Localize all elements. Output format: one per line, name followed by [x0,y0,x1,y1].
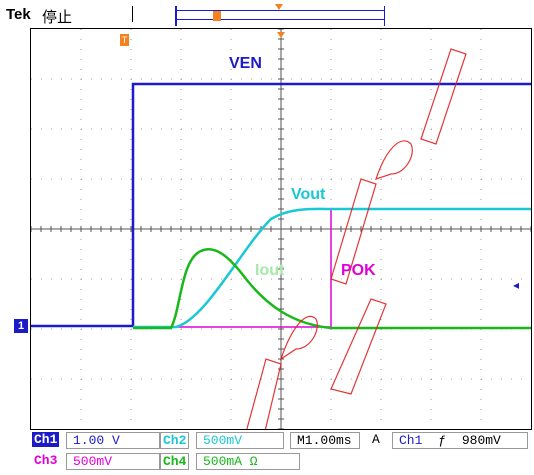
vout-label: Vout [291,186,326,203]
ch1-ground-marker[interactable]: 1 [14,319,28,333]
rising-edge-icon: ƒ [438,433,447,448]
timebase-readout[interactable]: M1.00ms [290,432,360,449]
trigger-point-icon [277,32,285,38]
readout-bar: Ch1 1.00 V Ch2 500mV M1.00ms A Ch1 ƒ 980… [0,430,534,475]
trigger-readout[interactable]: Ch1 ƒ 980mV [392,432,528,449]
ch2-tag[interactable]: Ch2 [160,432,190,449]
acquisition-mode: A [372,432,380,447]
trigger-position-icon [275,4,283,10]
iout-label: Iout [255,262,285,279]
ch4-tag[interactable]: Ch4 [160,453,190,470]
vout-trace [133,207,531,329]
record-position-marker[interactable] [213,11,221,21]
trigger-source: Ch1 [399,433,423,448]
ch3-scale[interactable]: 500mV [66,453,160,470]
brand-label: Tek [6,6,31,23]
pok-label: POK [341,262,376,279]
top-status-bar: Tek 停止 [0,0,534,28]
waveform-display[interactable]: VEN Vout Iout POK [30,28,532,430]
watermark-logo [246,48,467,429]
ch4-scale[interactable]: 500mA Ω [196,453,300,470]
graticule [31,29,531,429]
ch3-tag[interactable]: Ch3 [34,453,58,468]
record-length-bar[interactable] [175,6,385,26]
divider [132,6,133,22]
ven-label: VEN [229,55,262,72]
acquisition-status: 停止 [42,9,73,26]
trigger-position-marker[interactable]: T [120,34,129,46]
ch1-tag[interactable]: Ch1 [32,432,60,447]
ch1-scale[interactable]: 1.00 V [66,432,160,449]
iout-trace [133,248,531,330]
ch2-scale[interactable]: 500mV [196,432,284,449]
trigger-level: 980mV [461,433,501,448]
ven-trace [31,82,531,328]
trigger-level-icon: ◂ [513,278,520,292]
